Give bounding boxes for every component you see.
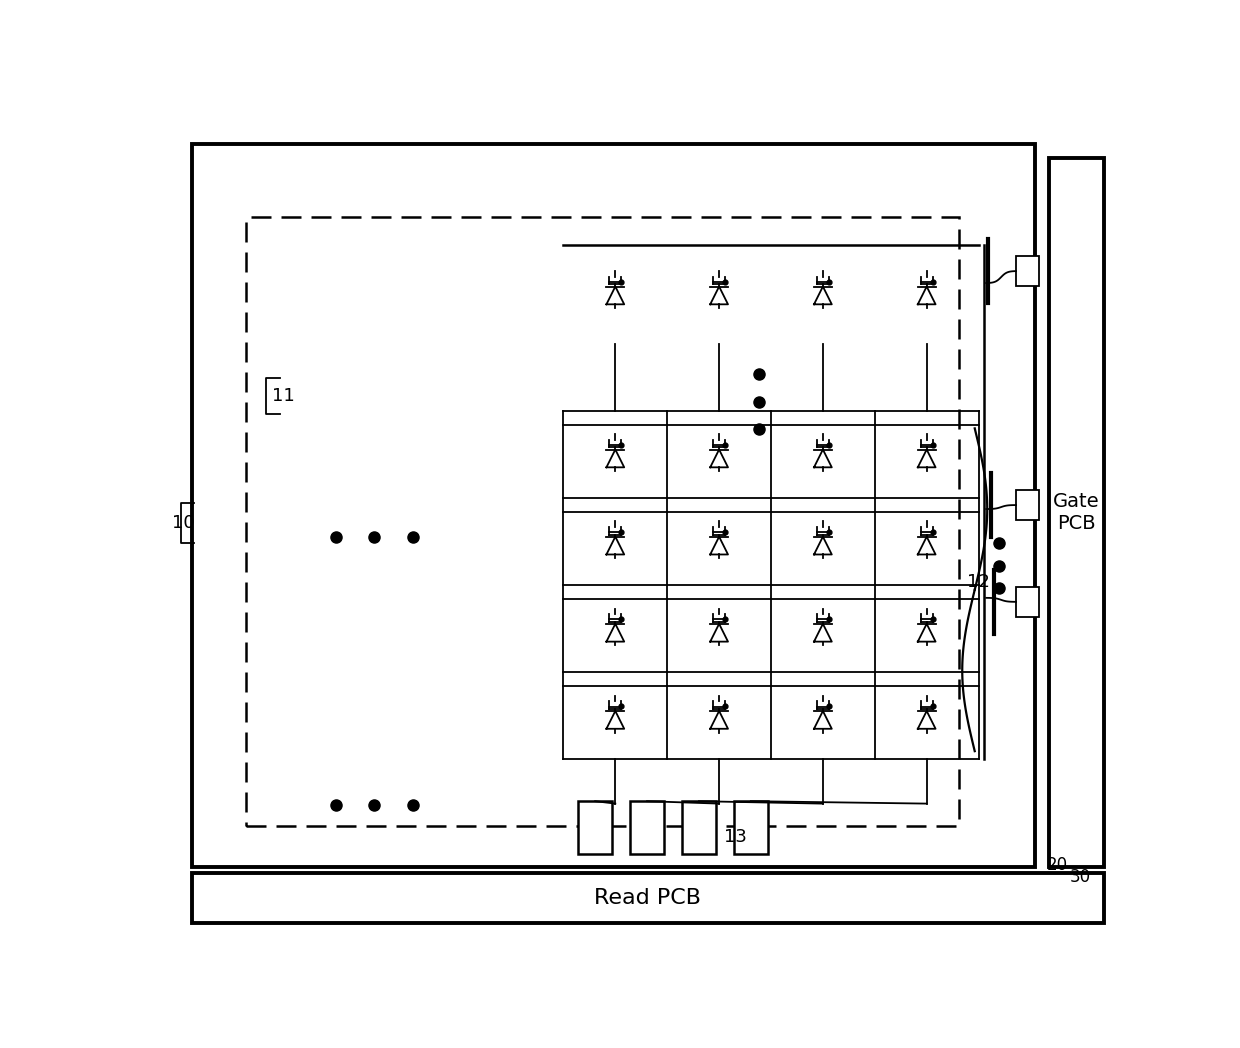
Text: Read PCB: Read PCB bbox=[594, 888, 702, 908]
Bar bbox=[630, 801, 665, 854]
Text: 11: 11 bbox=[273, 387, 295, 406]
Bar bbox=[191, 873, 1105, 923]
Text: 10: 10 bbox=[172, 514, 195, 531]
Bar bbox=[1016, 587, 1039, 617]
Bar bbox=[1016, 489, 1039, 521]
Text: 12: 12 bbox=[967, 572, 990, 591]
Text: 13: 13 bbox=[724, 829, 746, 847]
Bar bbox=[682, 801, 717, 854]
Bar bbox=[247, 217, 960, 826]
Bar bbox=[734, 801, 768, 854]
Bar bbox=[1049, 158, 1105, 867]
Bar bbox=[1016, 256, 1039, 286]
Bar bbox=[578, 801, 613, 854]
Text: Gate
PCB: Gate PCB bbox=[1053, 492, 1100, 532]
Text: 20: 20 bbox=[1047, 856, 1068, 874]
Bar bbox=[191, 145, 1035, 867]
Text: 30: 30 bbox=[1070, 868, 1091, 886]
